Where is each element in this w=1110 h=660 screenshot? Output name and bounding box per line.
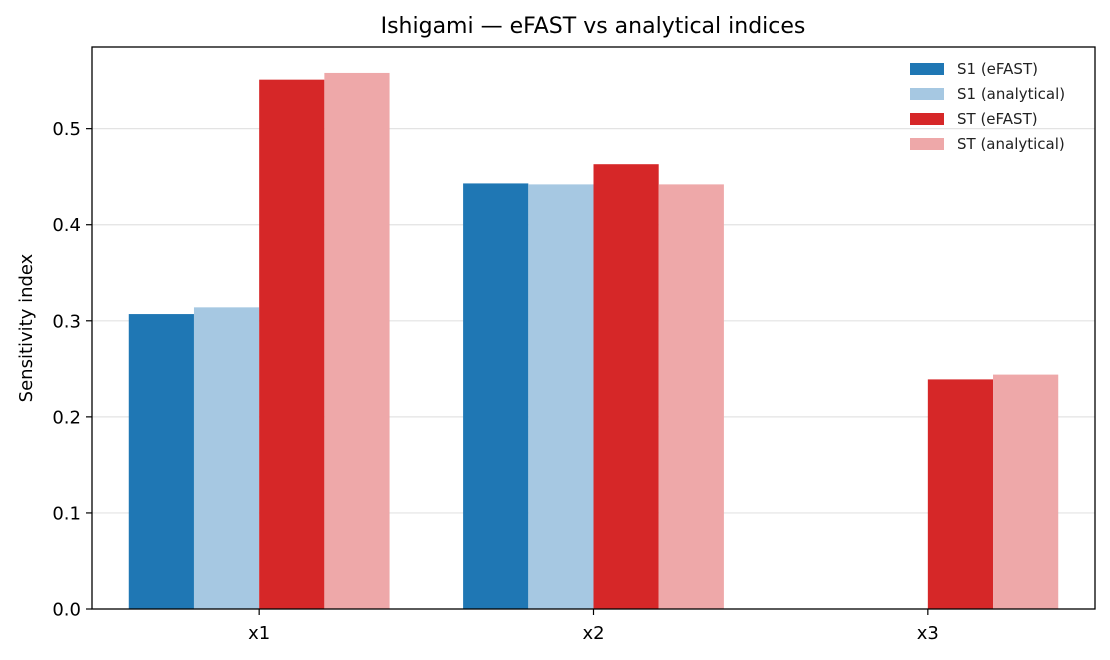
x-tick-label: x1 — [248, 623, 270, 644]
legend-label: ST (analytical) — [957, 135, 1065, 153]
x-tick-label: x3 — [917, 623, 939, 644]
legend-label: ST (eFAST) — [957, 110, 1038, 128]
bar-x3-3 — [927, 379, 994, 609]
y-tick-label: 0.1 — [52, 503, 81, 524]
bar-x2-3 — [593, 164, 659, 609]
y-axis: 0.0 0.1 0.2 0.3 0.4 0.5 — [52, 119, 92, 621]
y-axis-label: Sensitivity index — [16, 253, 37, 402]
bar-x3-4 — [993, 374, 1059, 609]
y-tick-label: 0.4 — [52, 215, 81, 236]
x-axis: x1 x2 x3 — [248, 609, 939, 644]
y-tick-label: 0.2 — [52, 407, 81, 428]
bar-x1-4 — [324, 72, 390, 609]
bar-x1-1 — [128, 314, 194, 609]
legend-label: S1 (eFAST) — [957, 60, 1038, 78]
legend-swatch — [910, 63, 944, 75]
legend-label: S1 (analytical) — [957, 85, 1065, 103]
chart-title: Ishigami — eFAST vs analytical indices — [381, 14, 806, 39]
legend: S1 (eFAST) S1 (analytical) ST (eFAST) ST (a… — [910, 60, 1065, 153]
bars — [128, 72, 1059, 609]
y-tick-label: 0.5 — [52, 119, 81, 140]
y-tick-label: 0.0 — [52, 600, 81, 621]
bar-x2-4 — [658, 184, 724, 609]
legend-swatch — [910, 88, 944, 100]
bar-x1-3 — [259, 79, 325, 609]
y-tick-label: 0.3 — [52, 311, 81, 332]
legend-swatch — [910, 138, 944, 150]
x-tick-label: x2 — [582, 623, 604, 644]
legend-swatch — [910, 113, 944, 125]
bar-x1-2 — [193, 307, 260, 609]
bar-x2-1 — [463, 183, 529, 609]
bar-x2-2 — [528, 184, 594, 609]
